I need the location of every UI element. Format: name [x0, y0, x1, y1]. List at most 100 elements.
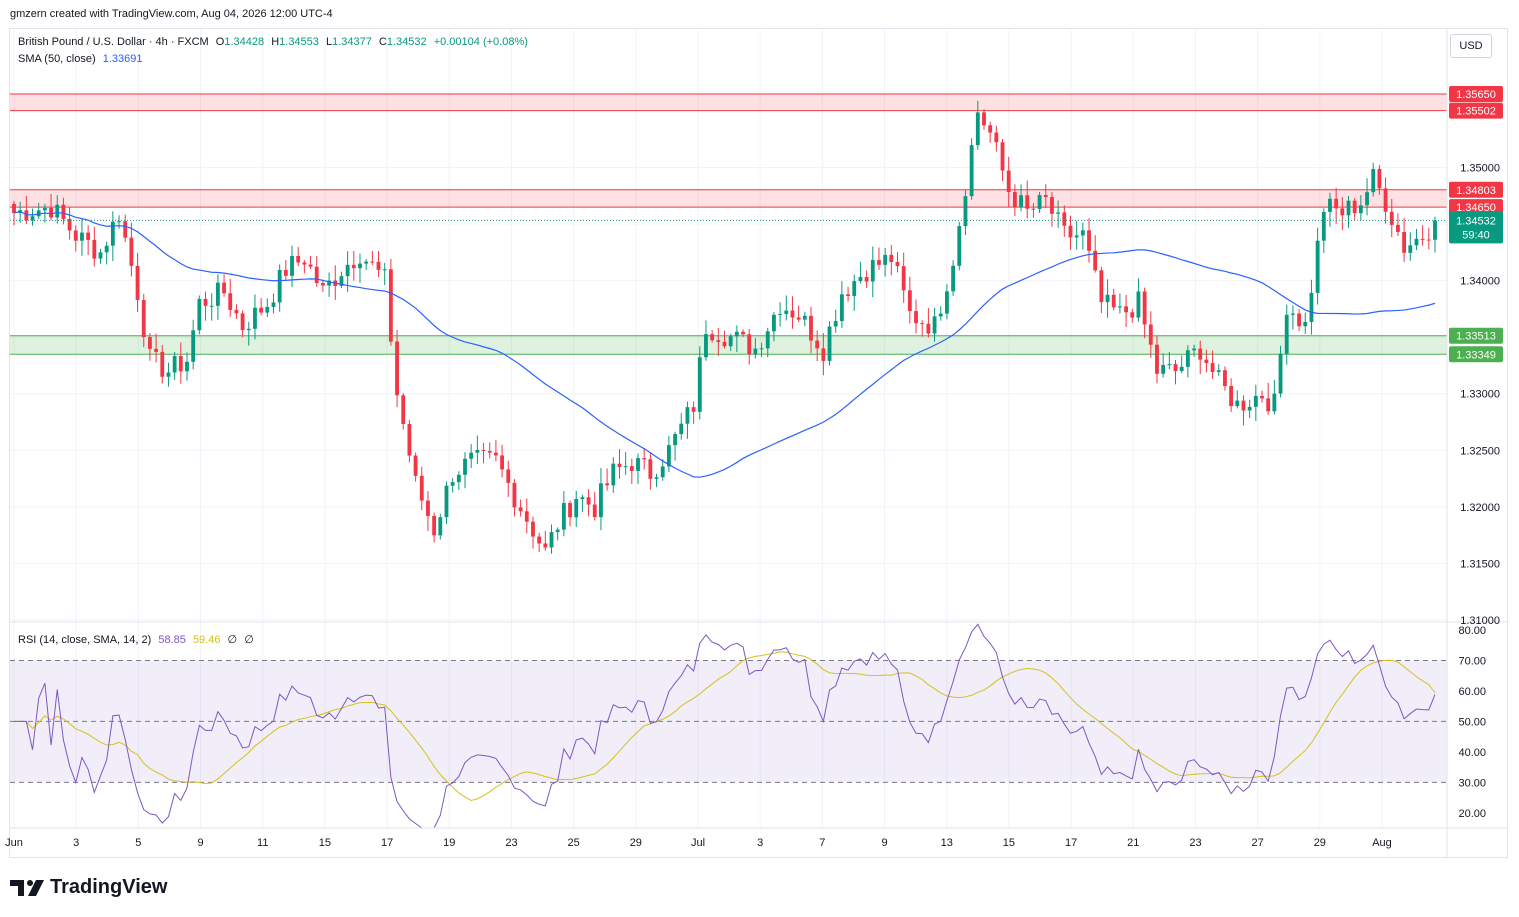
zone-price-tag	[1449, 85, 1503, 102]
zone-price-tag	[1449, 346, 1503, 363]
candle-body	[784, 310, 789, 315]
candle-body	[104, 245, 109, 253]
rsi-axis-labels: 20.00 30.00 40.00 50.00 60.00 70.00 80.00	[1458, 625, 1486, 820]
candle	[846, 286, 850, 302]
candle	[691, 401, 696, 424]
candle	[73, 225, 78, 252]
candle	[957, 221, 962, 271]
candle-body	[1124, 306, 1129, 313]
candle	[623, 452, 628, 475]
candle-body	[185, 361, 189, 372]
candle	[117, 215, 121, 229]
candle	[1272, 380, 1277, 415]
candle-body	[1056, 212, 1061, 214]
candle-body	[388, 269, 393, 342]
candle-body	[1346, 200, 1351, 216]
candle-body	[716, 340, 721, 342]
candle-body	[1019, 195, 1023, 208]
candle	[617, 449, 622, 479]
candle-body	[561, 503, 566, 530]
candle	[938, 306, 943, 321]
candle-body	[629, 466, 634, 471]
candle-body	[611, 463, 616, 486]
candle-body	[1136, 291, 1141, 318]
candle	[129, 222, 134, 277]
candle-body	[1278, 353, 1283, 394]
candle-body	[1396, 224, 1400, 232]
candle-body	[1006, 170, 1011, 193]
candle	[963, 190, 968, 235]
candle	[852, 274, 857, 311]
zone-price-tag-label: 1.34803	[1456, 185, 1496, 197]
candle	[685, 401, 690, 439]
candle	[1192, 344, 1196, 357]
candle-body	[351, 264, 356, 269]
candle-body	[234, 309, 239, 314]
candle-body	[636, 458, 640, 471]
candle-body	[1179, 366, 1184, 372]
candle-body	[240, 313, 245, 331]
candle	[1148, 311, 1153, 358]
zone-price-tag	[1449, 181, 1503, 198]
candle-body	[1253, 395, 1258, 407]
candle	[654, 473, 659, 488]
candle-body	[246, 328, 251, 331]
candle	[1315, 227, 1320, 305]
candle-body	[852, 281, 857, 296]
candle-body	[1111, 294, 1116, 308]
candle-body	[982, 112, 986, 126]
tradingview-logo[interactable]: TradingView	[10, 876, 167, 899]
rsi-label: RSI (14, close, SMA, 14, 2)	[18, 634, 152, 646]
candle-body	[1031, 208, 1036, 210]
zone-price-tag	[1449, 102, 1503, 119]
candle-body	[49, 207, 53, 218]
candle-body	[932, 316, 937, 334]
candle	[809, 306, 813, 354]
price-tick-label: 1.35000	[1460, 162, 1500, 174]
candle-body	[1371, 168, 1376, 193]
sma-legend[interactable]: SMA (50, close) 1.33691	[18, 53, 146, 65]
candle	[561, 490, 566, 537]
rsi-tick-label: 70.00	[1458, 656, 1486, 668]
rsi-tick-label: 80.00	[1458, 625, 1486, 637]
candle-body	[1377, 168, 1382, 189]
candle-body	[1266, 398, 1271, 412]
time-tick-label: 9	[197, 837, 203, 849]
candle	[629, 458, 634, 484]
candle-body	[1130, 312, 1135, 318]
price-tick-label: 1.31000	[1460, 615, 1500, 627]
candle	[1284, 304, 1289, 365]
rsi-legend[interactable]: RSI (14, close, SMA, 14, 2) 58.85 59.46 …	[18, 633, 258, 646]
candle-body	[1216, 370, 1221, 372]
candle-body	[846, 294, 850, 296]
candle	[945, 284, 949, 320]
currency-button[interactable]: USD	[1450, 34, 1492, 58]
rsi-tick-label: 40.00	[1458, 747, 1486, 759]
candle-body	[209, 305, 214, 307]
candle	[734, 325, 739, 353]
price-tick-label: 1.32000	[1460, 502, 1500, 514]
candle	[1321, 208, 1326, 253]
candle	[240, 310, 245, 338]
candle-body	[438, 517, 443, 536]
candle-body	[67, 218, 72, 231]
candle-body	[697, 357, 702, 412]
candle	[1087, 218, 1091, 263]
candle-body	[957, 226, 962, 266]
symbol-name[interactable]: British Pound / U.S. Dollar · 4h · FXCM	[18, 36, 209, 48]
time-tick-label: 27	[1252, 837, 1264, 849]
candle	[901, 252, 906, 303]
chart-frame	[9, 28, 1508, 858]
candle	[969, 138, 974, 200]
candle	[228, 278, 233, 317]
candle	[1130, 308, 1135, 323]
candle	[1290, 305, 1295, 330]
candle-body	[290, 255, 294, 276]
candle-body	[833, 321, 838, 327]
candle-body	[1198, 348, 1203, 360]
candle-body	[586, 497, 591, 505]
candle	[166, 362, 171, 387]
candle	[500, 444, 504, 478]
zone-price-tag-label: 1.34650	[1456, 202, 1496, 214]
